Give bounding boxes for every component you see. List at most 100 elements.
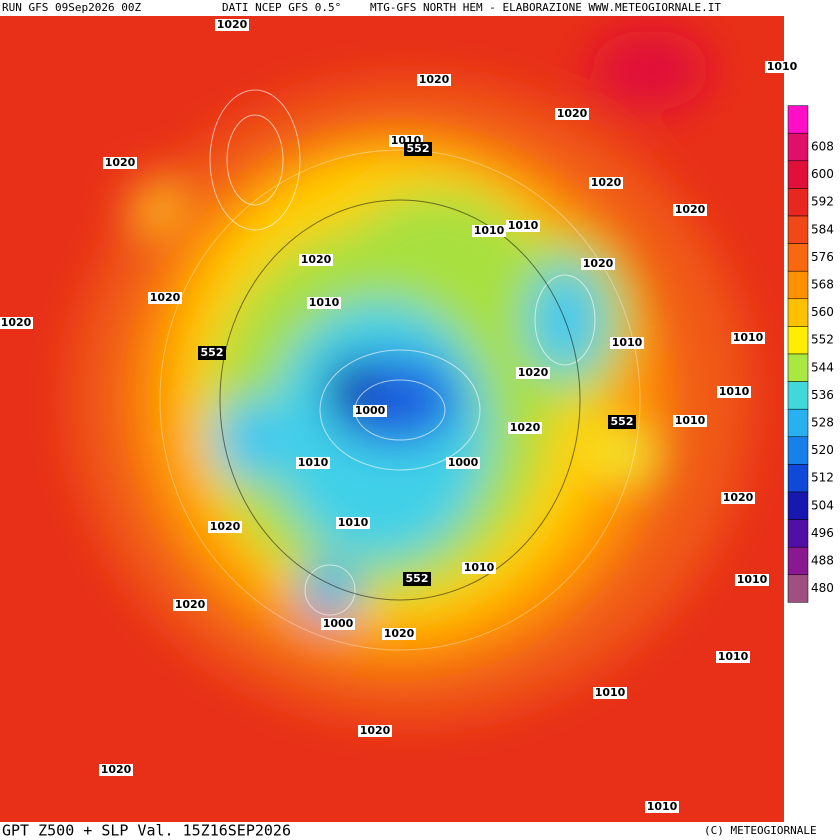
contour-label: 552: [201, 346, 224, 359]
colorbar-swatch: [787, 381, 809, 410]
contour-label: 1020: [105, 156, 136, 169]
contour-label-box: [382, 628, 416, 640]
contour-label: 1020: [1, 316, 32, 329]
colorbar-label: 480: [811, 581, 834, 595]
contour-label-box: [148, 292, 182, 304]
colorbar-swatch: [787, 160, 809, 189]
contour-label-box: [462, 562, 496, 574]
contour-label-box: [673, 204, 707, 216]
contour-label-box: [417, 74, 451, 86]
contour-label-box: [516, 367, 550, 379]
contour-label: 1010: [767, 60, 798, 73]
contour-label: 1020: [557, 107, 588, 120]
contour-label-box: [296, 457, 330, 469]
contour-label: 1010: [647, 800, 678, 813]
contour-label: 1010: [612, 336, 643, 349]
contour-label: 1020: [217, 18, 248, 31]
contour-label-box: [717, 386, 751, 398]
contour-label-box: [589, 177, 623, 189]
contour-label-box: [731, 332, 765, 344]
contour-label: 1020: [591, 176, 622, 189]
contour-label-box: [765, 61, 799, 73]
contour-label: 1020: [723, 491, 754, 504]
contour-label: 552: [406, 572, 429, 585]
colorbar-swatch: [787, 436, 809, 465]
contour-label: 1010: [464, 561, 495, 574]
contour-label-box: [215, 19, 249, 31]
run-label: RUN GFS 09Sep2026 00Z: [2, 1, 141, 14]
colorbar-label: 536: [811, 388, 834, 402]
contour-label: 1010: [595, 686, 626, 699]
colorbar-label: 560: [811, 305, 834, 319]
colorbar-label: 488: [811, 554, 834, 568]
contour-label-box: [506, 220, 540, 232]
contour-label-box: [404, 142, 432, 156]
colorbar-label: 600: [811, 167, 834, 181]
contour-label-box: [721, 492, 755, 504]
colorbar-swatch: [787, 491, 809, 520]
contour-labels: 1020 1020 1010 1020 1010 552 1020 1020 1020 1010 1…: [0, 18, 799, 813]
colorbar-swatch: [787, 464, 809, 493]
contour-label: 1020: [150, 291, 181, 304]
colorbar: 608 600 592 584 576 568 560 552 544 536 528 520 512 5…: [787, 105, 834, 603]
contour-label: 1020: [301, 253, 332, 266]
contour-label-box: [508, 422, 542, 434]
contour-label: 552: [407, 142, 430, 155]
contour-label: 1020: [175, 598, 206, 611]
contour-label-box: [103, 157, 137, 169]
contour-label-box: [716, 651, 750, 663]
colorbar-swatch: [787, 546, 809, 576]
contour-label-box: [581, 258, 615, 270]
contour-label: 1020: [518, 366, 549, 379]
contour-label: 1020: [101, 763, 132, 776]
source-label: DATI NCEP GFS 0.5°: [222, 1, 341, 14]
colorbar-swatch: [787, 243, 809, 272]
contour-label: 1020: [419, 73, 450, 86]
contour-label-box: [336, 517, 370, 529]
colorbar-swatch: [787, 132, 809, 162]
contour-label: 1020: [583, 257, 614, 270]
contour-label-box: [403, 572, 431, 586]
contour-label: 1020: [510, 421, 541, 434]
contour-label-box: [610, 337, 644, 349]
contour-label-box: [208, 521, 242, 533]
contour-label-box: [0, 317, 33, 329]
contour-label: 1010: [309, 296, 340, 309]
contour-label-box: [472, 225, 506, 237]
contour-label: 552: [611, 415, 634, 428]
copyright: (C) METEOGIORNALE: [704, 824, 817, 837]
contour-label: 1010: [737, 573, 768, 586]
colorbar-label: 496: [811, 526, 834, 540]
colorbar-label: 504: [811, 498, 834, 512]
map-field: [0, 16, 784, 822]
contour-label-box: [735, 574, 769, 586]
contour-label: 1000: [448, 456, 479, 469]
contour-label-box: [321, 618, 355, 630]
contour-label-box: [299, 254, 333, 266]
colorbar-label: 584: [811, 222, 834, 236]
colorbar-swatch: [787, 188, 809, 217]
colorbar-label: 512: [811, 471, 834, 485]
contour-label: 1010: [733, 331, 764, 344]
contour-label-box: [307, 297, 341, 309]
colorbar-label: 528: [811, 416, 834, 430]
contour-label-box: [198, 346, 226, 360]
colorbar-label: 552: [811, 333, 834, 347]
colorbar-label: 568: [811, 278, 834, 292]
contour-label: 1000: [323, 617, 354, 630]
colorbar-swatch: [787, 574, 809, 603]
colorbar-swatch: [787, 326, 809, 355]
colorbar-swatch: [787, 353, 809, 382]
footer-title: GPT Z500 + SLP Val. 15Z16SEP2026: [2, 822, 291, 840]
contour-label-box: [173, 599, 207, 611]
contour-label-box: [645, 801, 679, 813]
contour-label: 1010: [675, 414, 706, 427]
colorbar-swatch: [787, 298, 809, 327]
contour-label-box: [446, 457, 480, 469]
contour-label: 1010: [508, 219, 539, 232]
contour-label: 1020: [384, 627, 415, 640]
contour-label-box: [99, 764, 133, 776]
contour-label-box: [358, 725, 392, 737]
contour-label: 1010: [718, 650, 749, 663]
